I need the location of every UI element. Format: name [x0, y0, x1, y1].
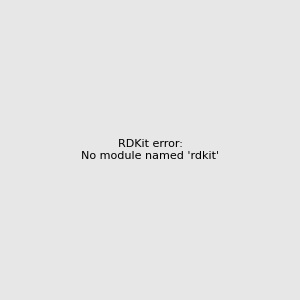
- Text: RDKit error:
No module named 'rdkit': RDKit error: No module named 'rdkit': [81, 139, 219, 161]
